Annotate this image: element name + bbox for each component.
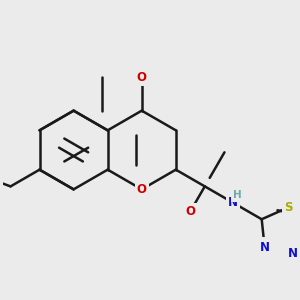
Text: O: O [137, 71, 147, 84]
Text: N: N [260, 241, 270, 254]
Text: O: O [137, 183, 147, 196]
Text: N: N [288, 247, 298, 260]
Text: O: O [185, 206, 195, 218]
Text: S: S [284, 201, 292, 214]
Text: H: H [233, 190, 242, 200]
Text: N: N [228, 196, 238, 209]
